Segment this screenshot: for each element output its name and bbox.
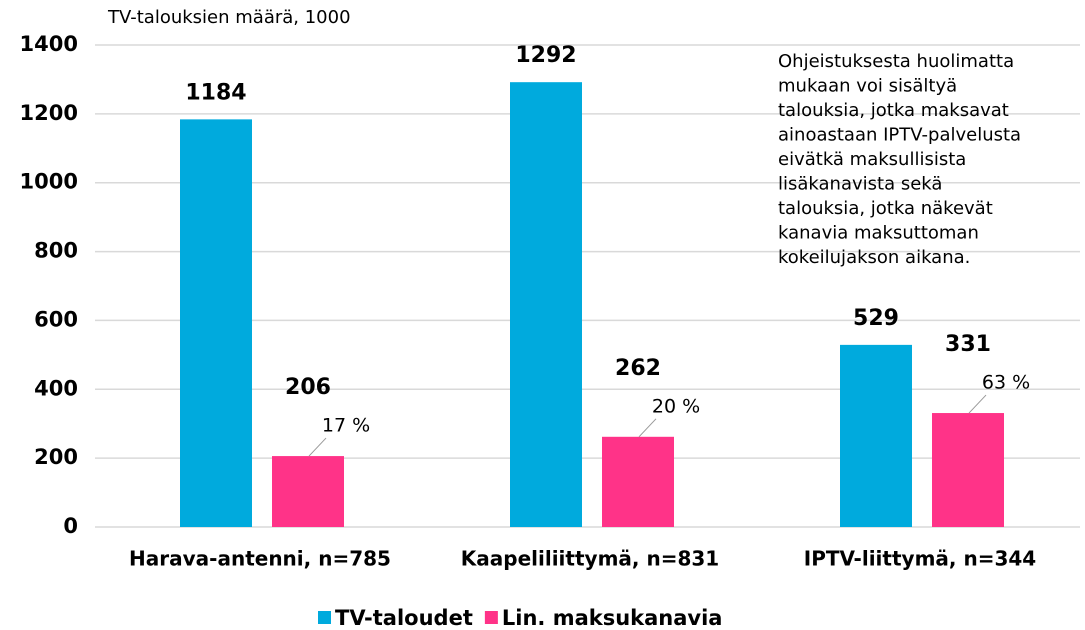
leader-line xyxy=(308,437,327,457)
legend-label: TV-taloudet xyxy=(335,606,473,630)
y-axis-label: TV-talouksien määrä, 1000 xyxy=(107,7,351,28)
bar xyxy=(602,436,674,527)
y-tick-label: 1400 xyxy=(20,32,78,56)
x-tick-label: Kaapeliliittymä, n=831 xyxy=(461,547,719,571)
note-line: Ohjeistuksesta huolimatta xyxy=(778,51,1014,72)
data-label: 529 xyxy=(853,306,899,331)
x-tick-label: IPTV-liittymä, n=344 xyxy=(804,547,1036,571)
note-line: kokeilujakson aikana. xyxy=(778,247,970,268)
legend-label: Lin. maksukanavia xyxy=(502,606,723,630)
bar xyxy=(180,119,252,527)
y-tick-label: 200 xyxy=(34,445,78,469)
legend-swatch xyxy=(484,611,498,624)
leader-line xyxy=(968,394,987,414)
y-tick-label: 1000 xyxy=(20,170,78,194)
y-tick-label: 800 xyxy=(34,239,78,263)
bar xyxy=(840,344,912,527)
note-line: lisäkanavista sekä xyxy=(778,174,942,195)
data-label: 262 xyxy=(615,356,661,381)
share-label: 20 % xyxy=(652,395,700,417)
note-line: talouksia, jotka näkevät xyxy=(778,198,993,219)
y-tick-label: 600 xyxy=(34,307,78,331)
x-tick-label: Harava-antenni, n=785 xyxy=(129,547,391,571)
data-label: 1184 xyxy=(185,80,246,105)
bar xyxy=(510,82,582,527)
legend-swatch xyxy=(318,611,331,624)
bar xyxy=(932,413,1004,527)
note-line: mukaan voi sisältyä xyxy=(778,76,957,97)
leader-line xyxy=(638,418,657,438)
note-line: eivätkä maksullisista xyxy=(778,149,966,170)
share-label: 63 % xyxy=(982,372,1030,394)
y-tick-label: 400 xyxy=(34,376,78,400)
note-line: ainoastaan IPTV-palvelusta xyxy=(778,125,1021,146)
data-label: 206 xyxy=(285,375,331,400)
note-line: talouksia, jotka maksavat xyxy=(778,100,1009,121)
y-tick-label: 0 xyxy=(63,514,78,538)
share-label: 17 % xyxy=(322,415,370,437)
bar xyxy=(272,456,344,527)
y-tick-label: 1200 xyxy=(20,101,78,125)
data-label: 331 xyxy=(945,332,991,357)
note-line: kanavia maksuttoman xyxy=(778,223,979,244)
data-label: 1292 xyxy=(515,43,576,68)
